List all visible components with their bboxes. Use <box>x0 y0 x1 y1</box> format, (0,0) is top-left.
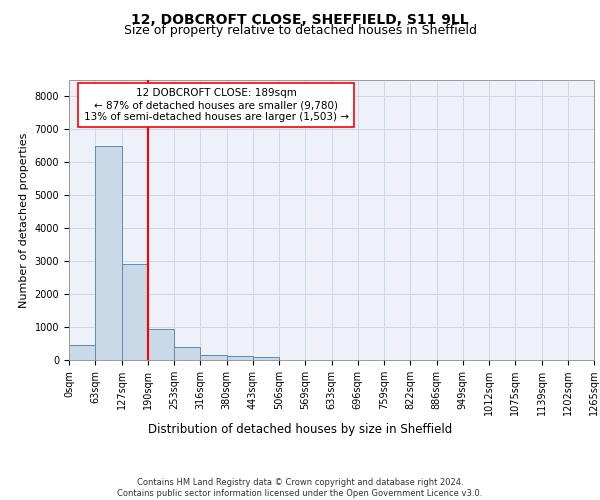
Text: Distribution of detached houses by size in Sheffield: Distribution of detached houses by size … <box>148 422 452 436</box>
Bar <box>200 355 227 360</box>
Text: Size of property relative to detached houses in Sheffield: Size of property relative to detached ho… <box>124 24 476 37</box>
Bar <box>121 264 148 360</box>
Bar <box>148 328 174 360</box>
Bar <box>95 146 121 360</box>
Bar <box>174 348 200 360</box>
Text: 12 DOBCROFT CLOSE: 189sqm
← 87% of detached houses are smaller (9,780)
13% of se: 12 DOBCROFT CLOSE: 189sqm ← 87% of detac… <box>83 88 349 122</box>
Text: 12, DOBCROFT CLOSE, SHEFFIELD, S11 9LL: 12, DOBCROFT CLOSE, SHEFFIELD, S11 9LL <box>131 12 469 26</box>
Bar <box>253 358 279 360</box>
Y-axis label: Number of detached properties: Number of detached properties <box>19 132 29 308</box>
Bar <box>227 356 253 360</box>
Bar <box>69 345 95 360</box>
Text: Contains HM Land Registry data © Crown copyright and database right 2024.
Contai: Contains HM Land Registry data © Crown c… <box>118 478 482 498</box>
